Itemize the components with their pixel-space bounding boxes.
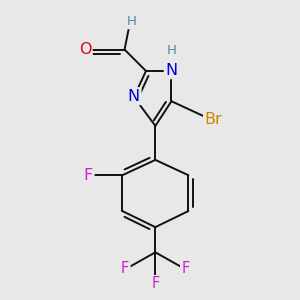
Text: F: F	[151, 276, 160, 291]
Text: H: H	[127, 15, 137, 28]
Text: N: N	[128, 89, 140, 104]
Text: H: H	[167, 44, 176, 57]
Text: F: F	[84, 168, 93, 183]
Text: F: F	[121, 261, 129, 276]
Text: O: O	[79, 42, 91, 57]
Text: Br: Br	[205, 112, 222, 127]
Text: N: N	[165, 63, 178, 78]
Text: F: F	[182, 261, 190, 276]
